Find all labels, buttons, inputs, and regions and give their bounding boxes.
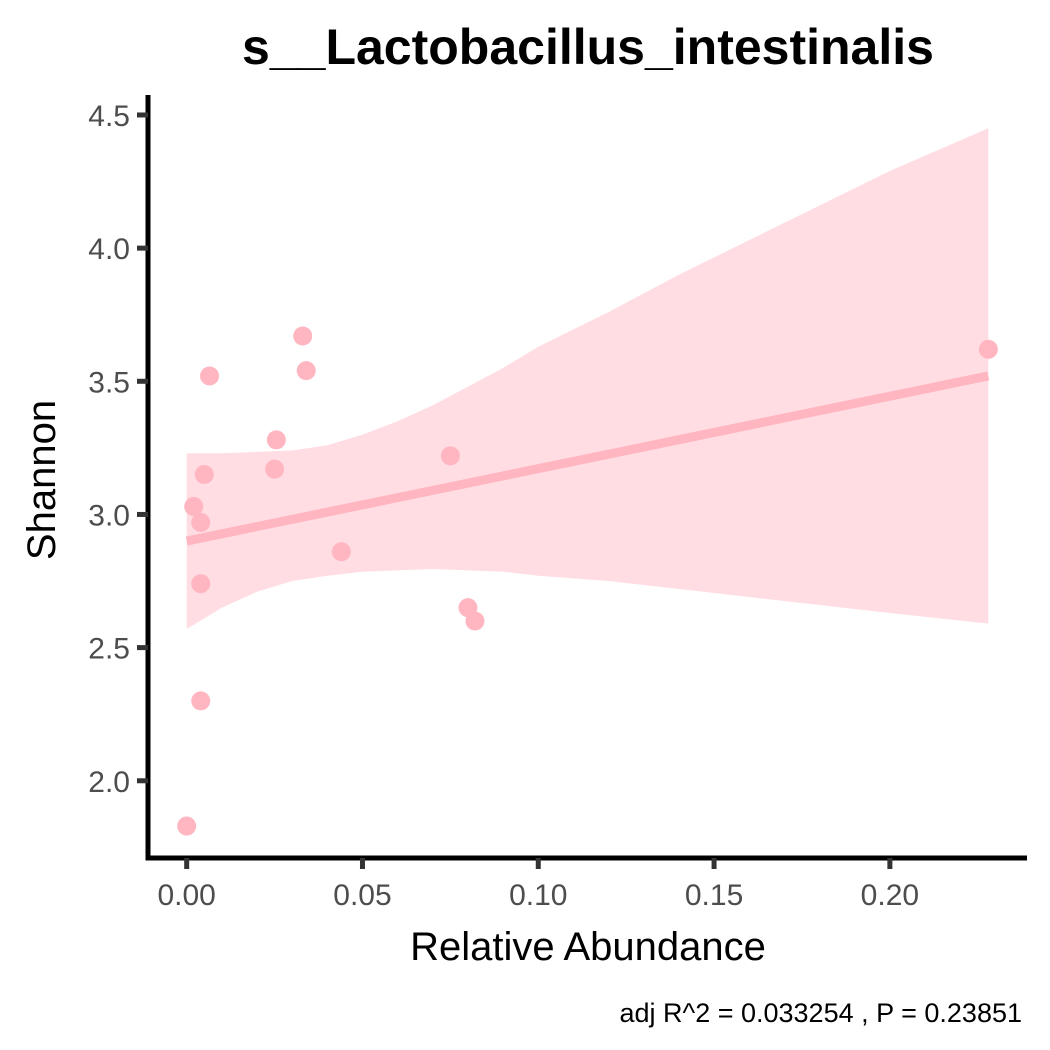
x-tick-label: 0.10 [509,879,567,912]
y-tick-label: 3.0 [88,499,130,532]
y-tick-label: 4.5 [88,100,130,133]
plot-area [177,128,998,836]
data-point [191,574,211,594]
data-point [266,430,286,450]
data-point [191,512,211,532]
y-axis-label: Shannon [20,400,64,560]
data-point [194,465,214,485]
regression-line [185,371,990,546]
data-point [184,496,204,516]
x-tick-label: 0.00 [157,879,215,912]
data-point [265,459,285,479]
axes: 0.00 0.05 0.10 0.15 0.20 2.0 2.5 3.0 3.5 4.0 4.5 [88,95,1027,912]
data-point [440,446,460,466]
y-tick-label: 2.5 [88,633,130,666]
data-point [200,366,220,386]
x-tick-label: 0.05 [333,879,391,912]
data-point [465,611,485,631]
data-point [177,816,197,836]
regression-caption: adj R^2 = 0.033254 , P = 0.23851 [620,998,1023,1028]
y-tick-label: 4.0 [88,233,130,266]
data-point [293,326,313,346]
data-point [191,691,211,711]
data-point [296,361,316,381]
x-axis-label: Relative Abundance [410,925,766,969]
x-tick-label: 0.15 [685,879,743,912]
data-point [978,339,998,359]
x-tick-label: 0.20 [861,879,919,912]
chart-title: s__Lactobacillus_intestinalis [242,19,934,75]
data-point [331,542,351,562]
y-tick-label: 2.0 [88,766,130,799]
y-tick-label: 3.5 [88,366,130,399]
